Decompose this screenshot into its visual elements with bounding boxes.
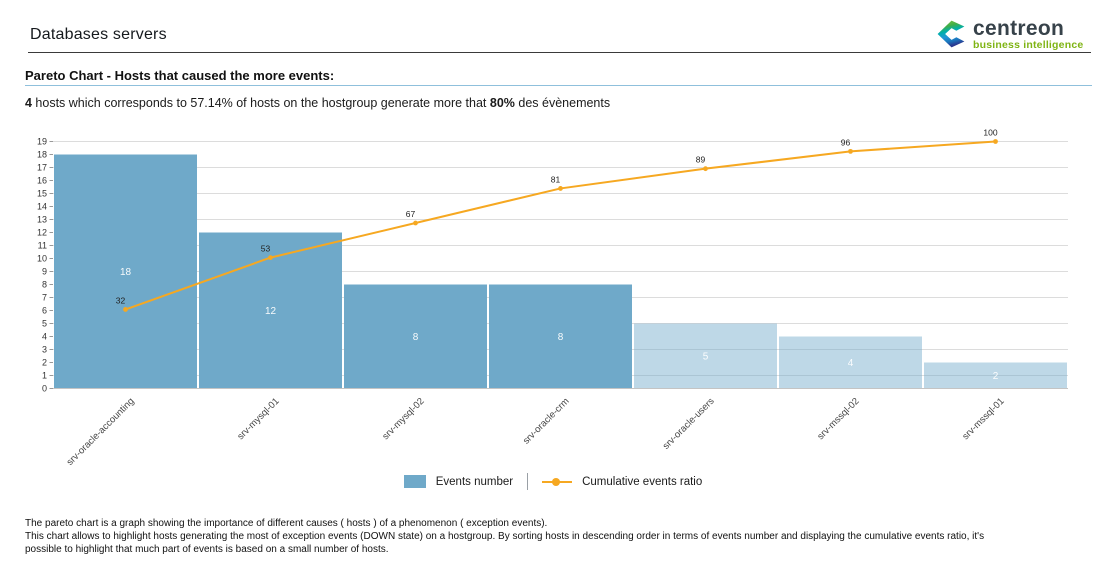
- bar-value-label: 12: [265, 306, 277, 317]
- bar-value-label: 8: [413, 332, 419, 343]
- ratio-point-label: 53: [261, 244, 271, 254]
- y-tick-label: 1: [42, 371, 47, 381]
- centreon-logo-icon: [937, 20, 965, 48]
- chart-legend: Events number Cumulative events ratio: [22, 473, 1084, 490]
- ratio-point-srv-mysql-02: [413, 220, 418, 226]
- ratio-point-srv-oracle-accounting: [123, 307, 128, 312]
- category-label-srv-mssql-02: srv-mssql-02: [815, 396, 861, 442]
- y-tick-label: 14: [37, 202, 47, 212]
- legend-divider: [527, 473, 529, 490]
- bar-value-label: 4: [848, 358, 854, 369]
- cumulative-ratio-line-sample: [542, 477, 573, 486]
- section-heading: Pareto Chart - Hosts that caused the mor…: [25, 68, 335, 83]
- ratio-point-srv-mysql-01: [268, 255, 273, 260]
- bar-srv-oracle-accounting: [54, 154, 197, 389]
- ratio-point-srv-mssql-02: [848, 148, 853, 154]
- bar-srv-mysql-02: [344, 284, 487, 389]
- y-tick-label: 11: [38, 241, 47, 251]
- bar-srv-mssql-02: [779, 336, 922, 389]
- y-tick-label: 8: [42, 280, 47, 290]
- events-number-legend-label: Events number: [435, 475, 514, 488]
- header-divider: [28, 52, 1091, 53]
- description-line-1: The pareto chart is a graph showing the …: [25, 518, 548, 529]
- y-tick-label: 9: [42, 267, 47, 277]
- bar-srv-mssql-01: [924, 362, 1067, 389]
- ratio-point-label: 96: [841, 137, 851, 147]
- y-tick-label: 2: [42, 358, 47, 368]
- description-line-2: This chart allows to highlight hosts gen…: [25, 531, 985, 542]
- centreon-logo-tagline: business intelligence: [973, 38, 1084, 51]
- ratio-point-srv-mssql-01: [993, 139, 998, 144]
- y-tick-label: 6: [42, 306, 47, 316]
- bar-value-label: 8: [558, 332, 564, 343]
- bar-value-label: 18: [120, 267, 132, 278]
- y-tick-label: 16: [37, 176, 47, 186]
- summary-percent: 80%: [489, 96, 515, 110]
- y-tick-label: 5: [42, 319, 47, 329]
- chart-description: The pareto chart is a graph showing the …: [25, 517, 1097, 556]
- ratio-point-label: 89: [696, 155, 706, 165]
- summary-text: 4 hosts which corresponds to 57.14% of h…: [25, 96, 611, 110]
- bar-srv-oracle-users: [634, 323, 777, 389]
- y-tick-label: 13: [37, 215, 47, 225]
- ratio-point-srv-oracle-crm: [558, 186, 563, 191]
- category-label-srv-mysql-01: srv-mysql-01: [235, 396, 281, 442]
- y-tick-label: 3: [42, 345, 47, 355]
- category-label-srv-oracle-crm: srv-oracle-crm: [521, 396, 572, 447]
- category-label-srv-oracle-users: srv-oracle-users: [661, 396, 717, 452]
- pareto-chart: 0 1 2 3 4 5 6 7 8 9 10 11 12 13 14 15 16 17 18 19 18 srv-orac…: [22, 128, 1084, 473]
- page-title: Databases servers: [30, 26, 167, 43]
- ratio-point-label: 81: [551, 174, 561, 184]
- centreon-logo-name: centreon: [973, 16, 1065, 40]
- y-tick-label: 18: [37, 150, 47, 160]
- bar-srv-oracle-crm: [489, 284, 632, 389]
- y-tick-label: 4: [42, 332, 47, 342]
- pareto-chart-svg: 01234567891011121314151617181918srv-orac…: [37, 128, 1068, 468]
- y-tick-label: 15: [37, 189, 47, 199]
- events-number-swatch: [403, 475, 426, 488]
- ratio-point-srv-oracle-users: [703, 166, 708, 172]
- description-line-3: possible to highlight that much part of …: [25, 544, 389, 555]
- centreon-logo: centreon business intelligence: [936, 17, 1092, 51]
- y-tick-label: 7: [42, 293, 47, 303]
- bar-value-label: 5: [703, 352, 709, 363]
- y-tick-label: 19: [37, 137, 47, 147]
- cumulative-ratio-dot: [552, 477, 561, 486]
- y-tick-label: 10: [37, 254, 47, 264]
- category-label-srv-mssql-01: srv-mssql-01: [960, 396, 1006, 442]
- ratio-point-label: 100: [983, 128, 997, 138]
- summary-host-count: 4: [25, 96, 32, 110]
- ratio-point-label: 67: [406, 209, 416, 219]
- y-tick-label: 12: [37, 228, 47, 238]
- category-label-srv-mysql-02: srv-mysql-02: [380, 396, 426, 442]
- y-tick-label: 17: [37, 163, 47, 173]
- cumulative-ratio-legend-label: Cumulative events ratio: [582, 475, 703, 488]
- y-tick-label: 0: [42, 384, 47, 394]
- centreon-logo-text: centreon business intelligence: [973, 18, 1083, 51]
- ratio-point-label: 32: [116, 295, 126, 305]
- bar-value-label: 2: [993, 371, 999, 382]
- section-underline: [25, 85, 1092, 86]
- category-label-srv-oracle-accounting: srv-oracle-accounting: [65, 396, 137, 468]
